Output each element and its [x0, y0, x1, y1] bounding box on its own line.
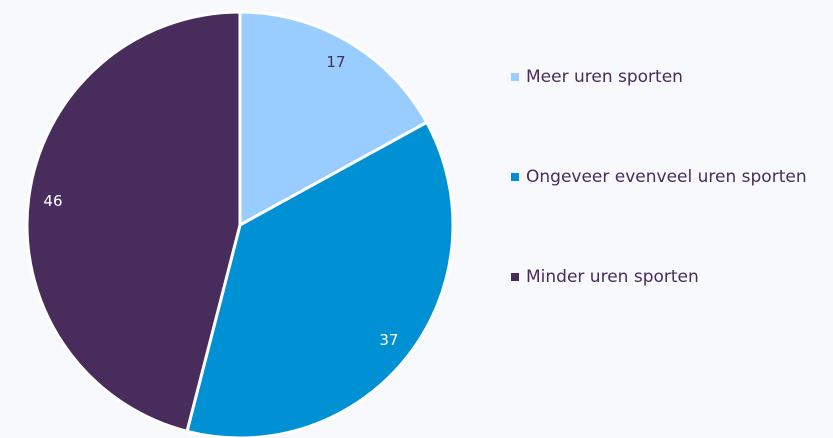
legend-label: Minder uren sporten: [526, 267, 699, 287]
legend-marker: [511, 73, 519, 81]
slice-label: 17: [326, 53, 345, 71]
legend-marker: [511, 173, 519, 181]
slice-label: 37: [379, 331, 398, 349]
legend-marker: [511, 273, 519, 281]
pie-slice: [25, 10, 242, 434]
legend-label: Ongeveer evenveel uren sporten: [526, 167, 807, 187]
slice-label: 46: [43, 192, 62, 210]
legend-label: Meer uren sporten: [526, 67, 683, 87]
pie-slice: [238, 10, 429, 228]
